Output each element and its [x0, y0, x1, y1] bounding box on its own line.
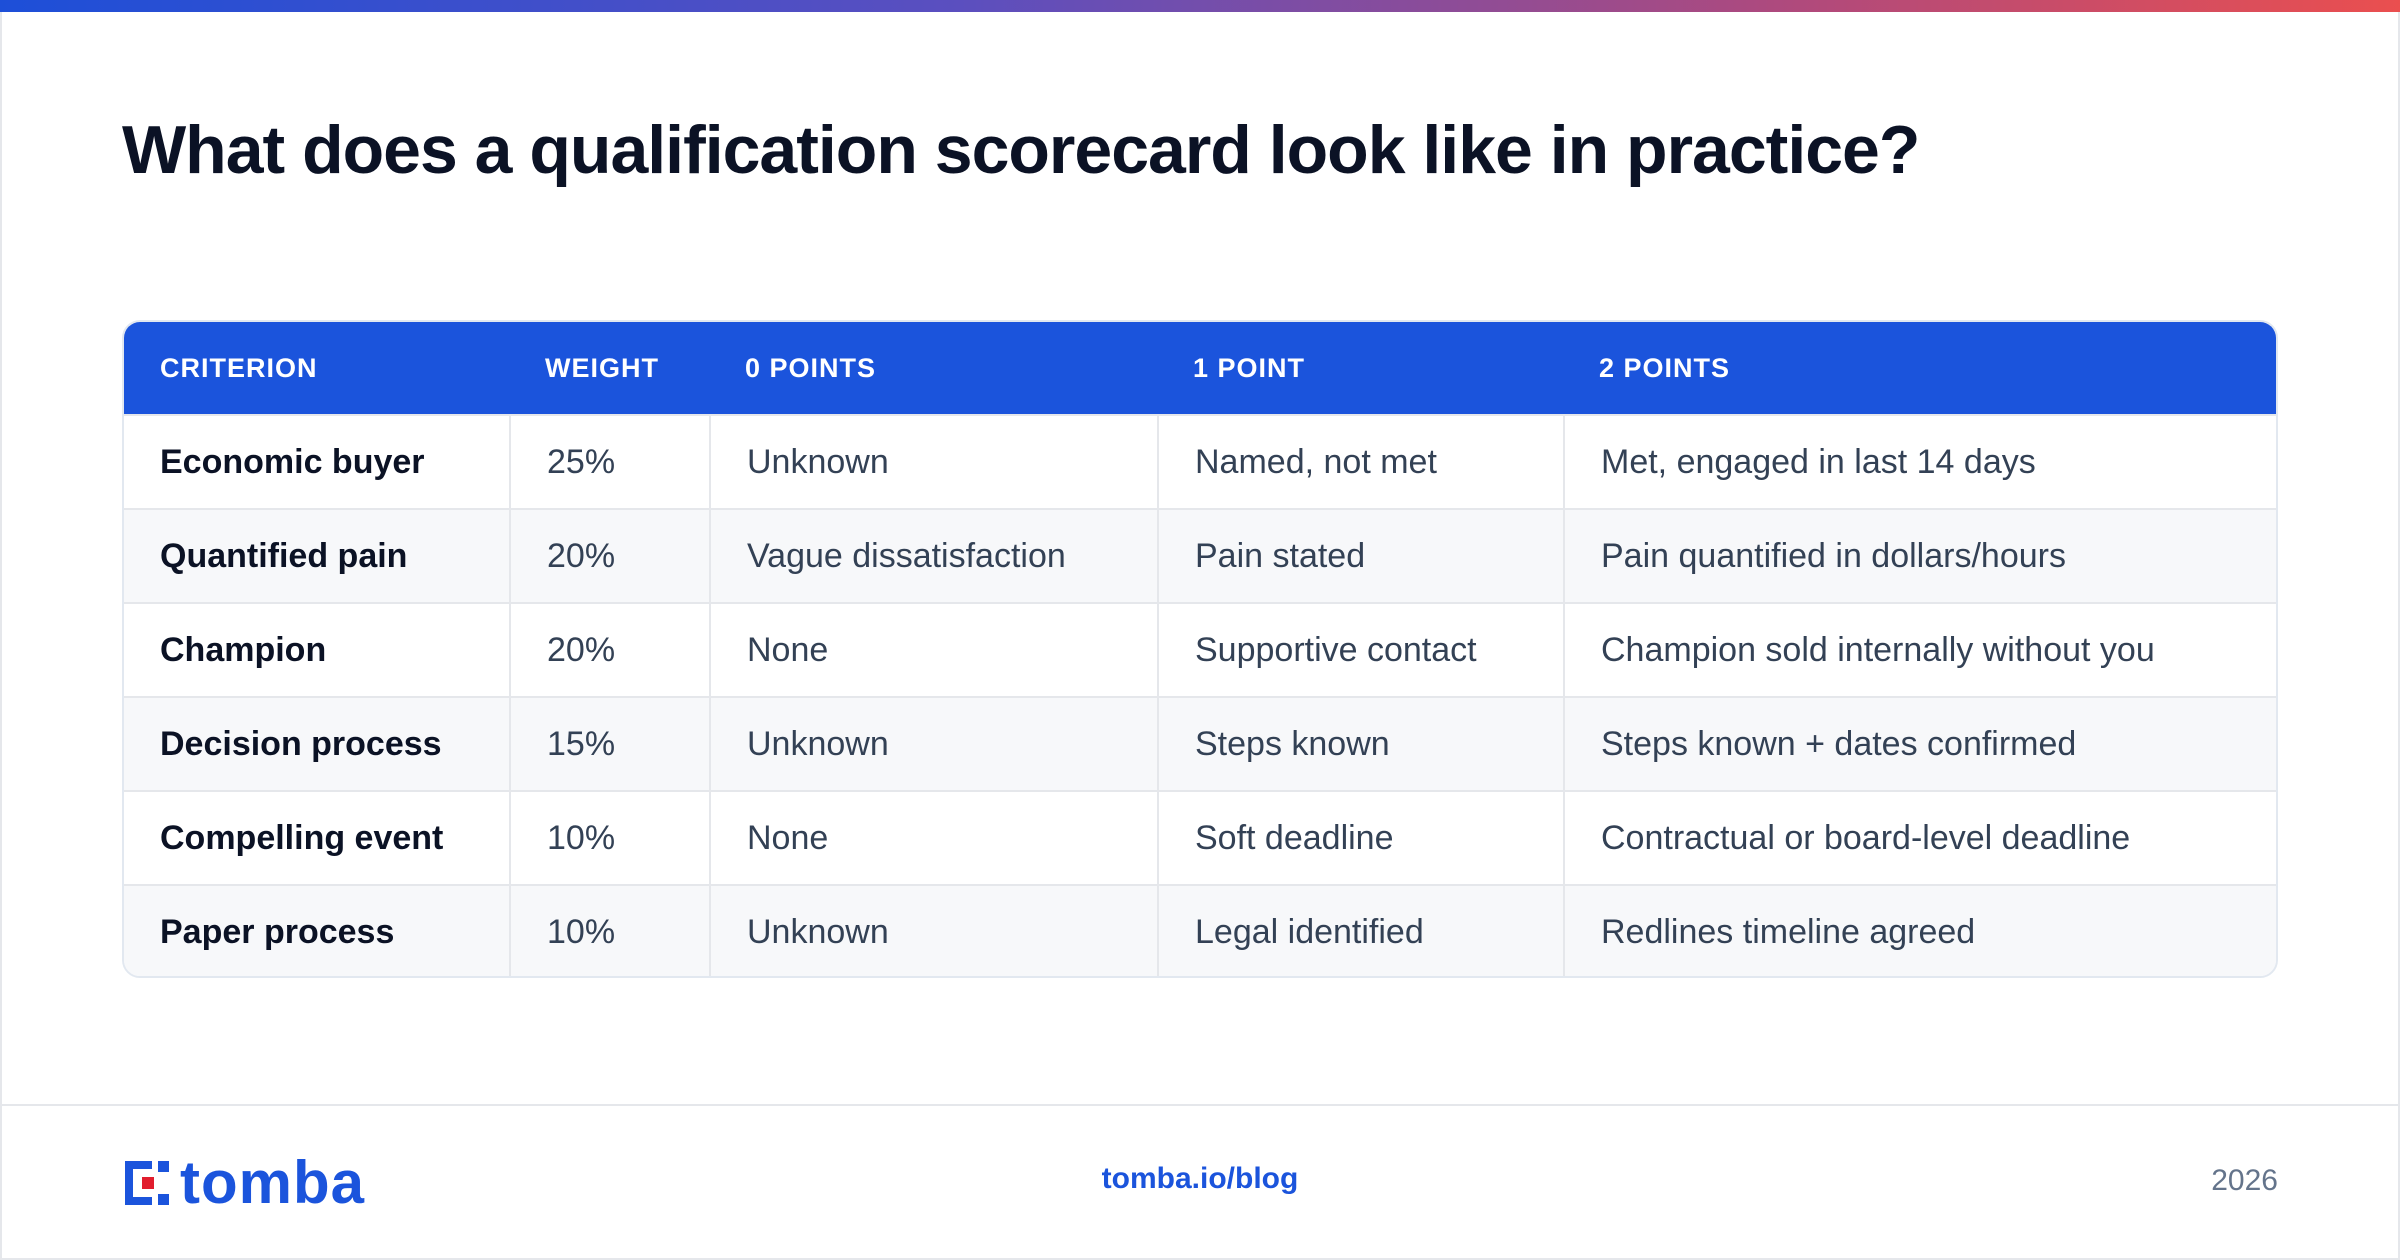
header-criterion: CRITERION [160, 352, 318, 383]
weight-cell: 10% [509, 886, 709, 976]
table-row: Compelling event 10% None Soft deadline … [124, 790, 2276, 884]
one-point-cell: Named, not met [1157, 416, 1563, 508]
criterion-cell: Quantified pain [160, 536, 408, 575]
weight-cell: 20% [509, 604, 709, 696]
criterion-cell: Compelling event [160, 818, 444, 857]
weight-cell: 10% [509, 792, 709, 884]
table-row: Paper process 10% Unknown Legal identifi… [124, 884, 2276, 976]
criterion-cell: Decision process [160, 724, 442, 763]
card-frame [0, 12, 2400, 1260]
table-row: Champion 20% None Supportive contact Cha… [124, 602, 2276, 696]
one-point-cell: Supportive contact [1157, 604, 1563, 696]
two-points-cell: Pain quantified in dollars/hours [1563, 510, 2276, 602]
table-row: Quantified pain 20% Vague dissatisfactio… [124, 508, 2276, 602]
table-row: Economic buyer 25% Unknown Named, not me… [124, 414, 2276, 508]
logo-wordmark: tomba [180, 1149, 365, 1216]
two-points-cell: Redlines timeline agreed [1563, 886, 2276, 976]
brand-logo[interactable]: tomba [122, 1149, 365, 1216]
zero-points-cell: None [709, 792, 1157, 884]
table-row: Decision process 15% Unknown Steps known… [124, 696, 2276, 790]
two-points-cell: Contractual or board-level deadline [1563, 792, 2276, 884]
footer-divider [2, 1104, 2398, 1106]
criterion-cell: Champion [160, 630, 327, 669]
header-weight: WEIGHT [545, 352, 659, 383]
table-header: CRITERION WEIGHT 0 POINTS 1 POINT 2 POIN… [124, 322, 2276, 414]
zero-points-cell: Unknown [709, 886, 1157, 976]
two-points-cell: Met, engaged in last 14 days [1563, 416, 2276, 508]
year-label: 2026 [2211, 1164, 2278, 1197]
zero-points-cell: None [709, 604, 1157, 696]
weight-cell: 15% [509, 698, 709, 790]
zero-points-cell: Vague dissatisfaction [709, 510, 1157, 602]
two-points-cell: Steps known + dates confirmed [1563, 698, 2276, 790]
criterion-cell: Economic buyer [160, 442, 425, 481]
one-point-cell: Steps known [1157, 698, 1563, 790]
two-points-cell: Champion sold internally without you [1563, 604, 2276, 696]
top-gradient-bar [0, 0, 2400, 12]
zero-points-cell: Unknown [709, 416, 1157, 508]
weight-cell: 25% [509, 416, 709, 508]
header-2-points: 2 POINTS [1599, 352, 1731, 383]
page-title: What does a qualification scorecard look… [122, 112, 1920, 188]
one-point-cell: Pain stated [1157, 510, 1563, 602]
zero-points-cell: Unknown [709, 698, 1157, 790]
blog-url-link[interactable]: tomba.io/blog [1101, 1162, 1299, 1195]
tomba-logo-icon [122, 1158, 172, 1208]
header-1-point: 1 POINT [1193, 352, 1306, 383]
scorecard-table: CRITERION WEIGHT 0 POINTS 1 POINT 2 POIN… [122, 320, 2278, 978]
one-point-cell: Legal identified [1157, 886, 1563, 976]
one-point-cell: Soft deadline [1157, 792, 1563, 884]
weight-cell: 20% [509, 510, 709, 602]
criterion-cell: Paper process [160, 912, 395, 951]
header-0-points: 0 POINTS [745, 352, 877, 383]
